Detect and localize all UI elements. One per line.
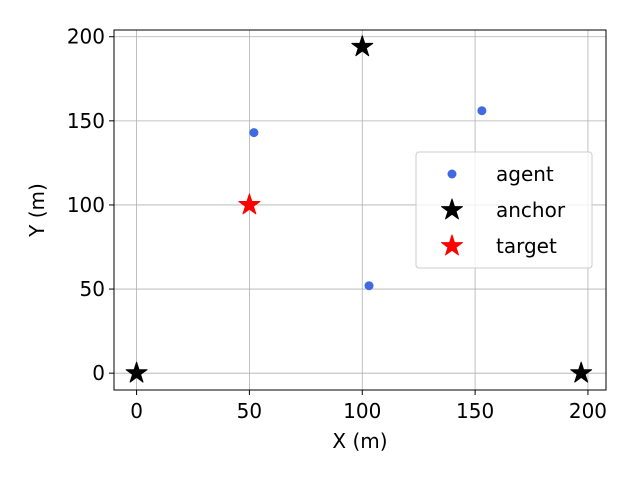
legend-item-agent: agent <box>447 162 554 186</box>
legend-label-agent: agent <box>496 162 554 186</box>
plot-frame <box>113 29 607 391</box>
legend-label-anchor: anchor <box>496 198 566 222</box>
y-tick-label: 200 <box>67 25 105 49</box>
legend-box <box>415 151 593 269</box>
axis-ticks: 0 50 100 150 200 0 50 100 150 200 <box>67 25 607 423</box>
anchor-point <box>351 35 374 57</box>
anchor-point <box>125 361 148 383</box>
y-tick-label: 50 <box>80 277 105 301</box>
x-tick-label: 50 <box>237 399 262 423</box>
x-tick-label: 150 <box>456 399 494 423</box>
legend: agent anchor target <box>415 151 593 269</box>
x-tick-label: 200 <box>569 399 607 423</box>
legend-marker-agent <box>447 169 457 179</box>
target-point <box>238 193 261 215</box>
agent-point <box>249 128 259 138</box>
agent-point <box>364 281 374 291</box>
x-tick-label: 100 <box>343 399 381 423</box>
legend-marker-target <box>441 234 463 256</box>
x-axis-label: X (m) <box>332 429 387 453</box>
y-axis-label: Y (m) <box>25 183 49 238</box>
agent-point <box>477 106 487 116</box>
anchor-point <box>570 361 593 383</box>
legend-marker-anchor <box>441 198 463 220</box>
chart-marks <box>125 35 593 383</box>
y-tick-label: 100 <box>67 193 105 217</box>
legend-label-target: target <box>496 234 557 258</box>
y-tick-label: 150 <box>67 109 105 133</box>
y-tick-label: 0 <box>92 361 105 385</box>
x-tick-label: 0 <box>130 399 143 423</box>
legend-item-anchor: anchor <box>441 198 566 222</box>
legend-item-target: target <box>441 234 557 258</box>
